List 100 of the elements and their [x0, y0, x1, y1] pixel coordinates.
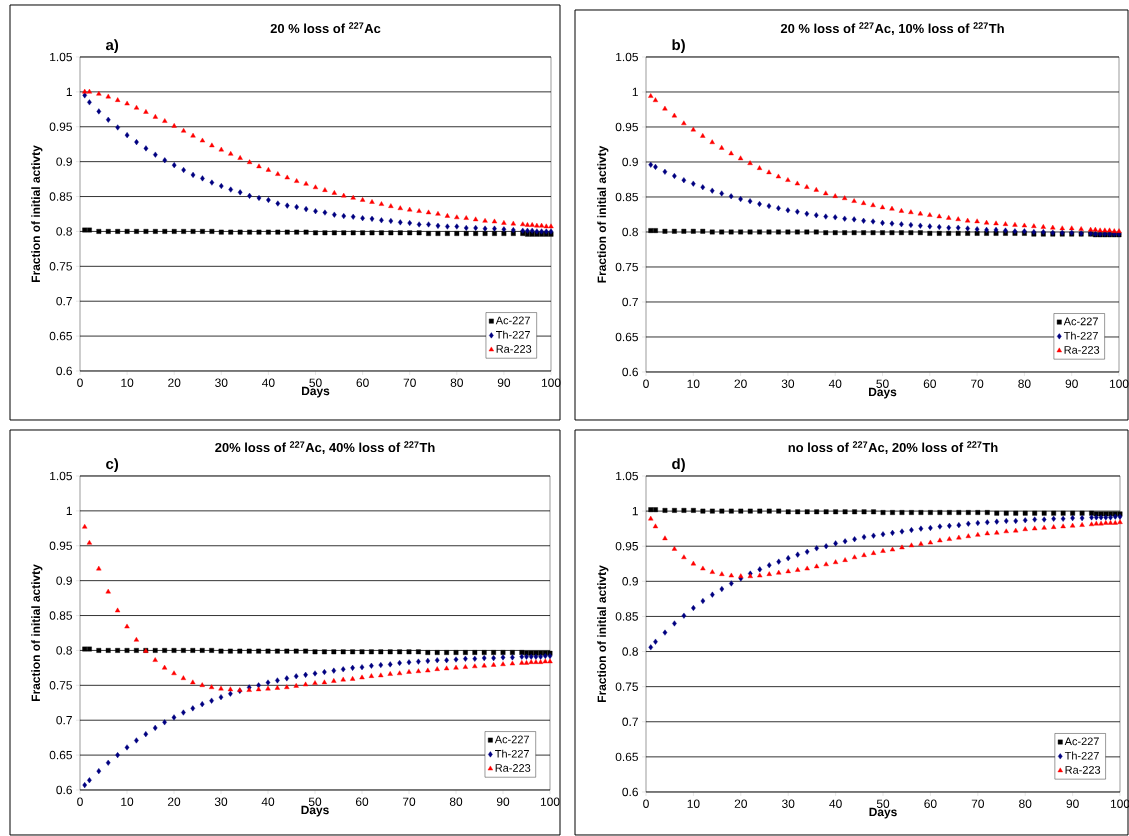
x-tick-label: 20 — [734, 379, 747, 388]
y-tick-label: 0.65 — [49, 750, 72, 760]
y-tick-label: 0.95 — [615, 541, 638, 551]
x-tick-label: 30 — [782, 799, 795, 808]
y-tick-label: 1.05 — [616, 471, 638, 481]
legend-label: Th-227 — [495, 749, 529, 758]
legend-label: Ra-223 — [496, 345, 532, 353]
x-tick-label: 90 — [1065, 379, 1078, 388]
x-tick-label: 40 — [262, 378, 275, 387]
x-tick-label: 100 — [1110, 799, 1129, 808]
x-tick-label: 20 — [734, 799, 747, 808]
y-tick-label: 1 — [632, 87, 638, 97]
y-tick-label: 0.8 — [622, 647, 638, 656]
legend-label: Th-227 — [1063, 331, 1098, 340]
y-tick-label: 0.85 — [49, 611, 72, 620]
x-tick-label: 0 — [77, 378, 83, 387]
x-tick-label: 50 — [876, 799, 890, 808]
y-tick-label: 0.8 — [56, 646, 72, 655]
x-tick-label: 80 — [1019, 799, 1032, 808]
text: b) — [672, 39, 685, 54]
legend-label: Ra-223 — [1065, 766, 1101, 774]
y-tick-label: 1 — [66, 87, 72, 96]
x-tick-label: 60 — [923, 379, 936, 388]
x-tick-label: 10 — [121, 378, 134, 387]
chart-title: no loss of $^{227}$Ac, 20% loss of $^{227}$Th — [788, 441, 998, 454]
x-tick-label: 0 — [643, 379, 649, 388]
x-tick-label: 40 — [829, 799, 842, 808]
y-tick-label: 0.9 — [56, 576, 72, 585]
y-tick-label: 0.75 — [49, 681, 72, 690]
x-tick-label: 20 — [167, 797, 181, 806]
y-axis-title: Fraction of initial activty — [31, 564, 43, 701]
x-tick-label: 60 — [355, 797, 369, 806]
x-tick-label: 90 — [496, 797, 510, 806]
y-tick-label: 0.75 — [615, 682, 638, 691]
x-tick-label: 80 — [1018, 379, 1031, 388]
x-tick-label: 50 — [308, 797, 322, 806]
y-tick-label: 0.85 — [615, 192, 638, 202]
y-tick-label: 0.65 — [49, 331, 72, 341]
y-tick-label: 0.7 — [622, 297, 638, 307]
x-tick-label: 70 — [403, 378, 416, 387]
y-tick-label: 0.85 — [615, 612, 638, 621]
y-axis-title: Fraction of initial activty — [31, 145, 43, 282]
x-tick-label: 0 — [77, 797, 83, 806]
y-tick-label: 0.7 — [56, 715, 72, 725]
x-tick-label: 100 — [541, 378, 561, 387]
y-tick-label: 0.6 — [622, 367, 638, 377]
legend-label: Ac-227 — [495, 316, 530, 325]
y-tick-label: 0.8 — [56, 227, 72, 236]
x-axis-title: Days — [302, 386, 330, 398]
chart-title: 20% loss of $^{227}$Ac, 40% loss of $^{227}$Th — [215, 441, 435, 454]
text: a) — [105, 39, 119, 54]
y-tick-label: 0.65 — [615, 752, 638, 762]
x-axis-title: Days — [869, 807, 897, 819]
x-tick-label: 70 — [402, 797, 416, 806]
text: c) — [106, 458, 119, 473]
legend-label: Ra-223 — [1064, 346, 1100, 354]
x-tick-label: 80 — [450, 378, 463, 387]
x-tick-label: 50 — [876, 379, 889, 388]
x-tick-label: 60 — [924, 799, 937, 808]
x-tick-label: 50 — [309, 378, 322, 387]
y-tick-label: 0.8 — [622, 227, 638, 237]
y-tick-label: 0.95 — [615, 122, 638, 132]
x-tick-label: 90 — [497, 378, 511, 387]
chart-title: 20 % loss of $^{227}$Ac — [270, 22, 381, 34]
x-tick-label: 30 — [781, 379, 795, 388]
x-tick-label: 60 — [356, 378, 369, 387]
y-tick-label: 0.65 — [615, 332, 638, 342]
x-tick-label: 10 — [687, 379, 700, 388]
y-tick-label: 0.6 — [622, 787, 638, 797]
y-axis-title: Fraction of initial activty — [597, 565, 609, 702]
y-tick-label: 0.85 — [49, 192, 72, 201]
x-tick-label: 70 — [971, 379, 984, 388]
legend-label: Th-227 — [496, 330, 530, 339]
y-tick-label: 0.9 — [622, 577, 638, 586]
x-tick-label: 100 — [1109, 379, 1129, 388]
x-tick-label: 10 — [687, 799, 700, 808]
y-tick-label: 0.95 — [49, 122, 72, 131]
y-tick-label: 1 — [66, 506, 72, 515]
x-tick-label: 100 — [540, 797, 560, 806]
x-tick-label: 80 — [449, 797, 463, 806]
legend-label: Ra-223 — [495, 764, 531, 772]
x-axis-title: Days — [869, 387, 897, 399]
x-tick-label: 30 — [214, 797, 228, 806]
legend-label: Th-227 — [1064, 751, 1099, 760]
chart-title: 20 % loss of $^{227}$Ac, 10% loss of $^{227}$Th — [780, 22, 1004, 35]
y-tick-label: 1.05 — [50, 52, 72, 62]
legend-label: Ac-227 — [1063, 317, 1098, 326]
x-tick-label: 10 — [121, 797, 134, 806]
x-tick-label: 20 — [168, 378, 181, 387]
x-tick-label: 0 — [643, 799, 649, 808]
y-tick-label: 1.05 — [616, 52, 638, 62]
legend-label: Ac-227 — [494, 735, 529, 744]
x-tick-label: 90 — [1066, 799, 1079, 808]
x-tick-label: 30 — [215, 378, 228, 387]
y-tick-label: 1 — [632, 506, 638, 516]
x-tick-label: 70 — [971, 799, 984, 808]
text: d) — [672, 458, 685, 473]
legend-label: Ac-227 — [1064, 737, 1099, 746]
y-tick-label: 0.9 — [622, 157, 638, 167]
y-axis-title: Fraction of initial activty — [597, 145, 609, 283]
